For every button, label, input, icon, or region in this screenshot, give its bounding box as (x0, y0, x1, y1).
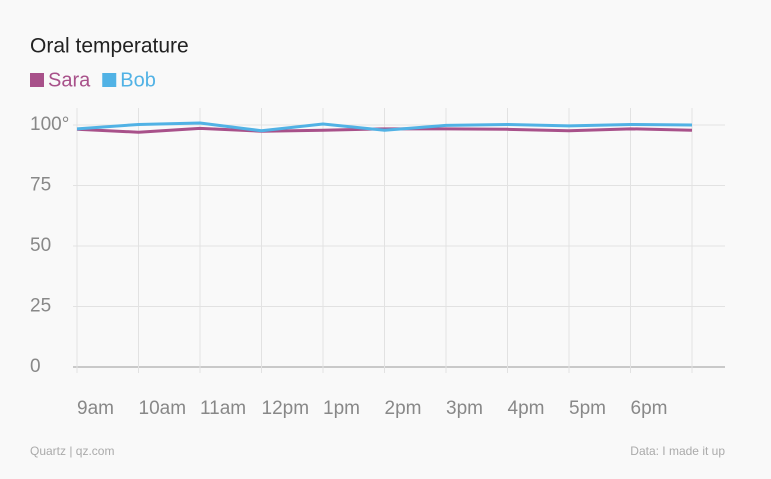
x-tick-label: 1pm (323, 398, 360, 419)
legend-swatch (102, 73, 117, 87)
x-tick-label: 4pm (508, 398, 545, 419)
legend-label: Sara (48, 69, 91, 91)
x-tick-label: 2pm (385, 398, 422, 419)
legend-label: Bob (120, 69, 156, 91)
x-tick-label: 9am (77, 398, 114, 419)
y-tick-label: 50 (30, 235, 51, 256)
x-tick-label: 3pm (446, 398, 483, 419)
x-tick-label: 5pm (569, 398, 606, 419)
source: Quartz | qz.com (30, 444, 114, 458)
y-tick-label: 100° (30, 114, 69, 135)
y-tick-label: 25 (30, 296, 51, 317)
x-tick-label: 12pm (262, 398, 310, 419)
y-tick-label: 0 (30, 356, 41, 377)
x-tick-label: 6pm (631, 398, 668, 419)
x-tick-label: 11am (200, 398, 246, 419)
chart-title: Oral temperature (30, 35, 189, 58)
series-line (76, 121, 693, 133)
legend-swatch (30, 73, 44, 87)
x-tick-label: 10am (139, 398, 187, 419)
note: Data: I made it up (630, 444, 725, 458)
y-tick-label: 75 (30, 174, 51, 195)
